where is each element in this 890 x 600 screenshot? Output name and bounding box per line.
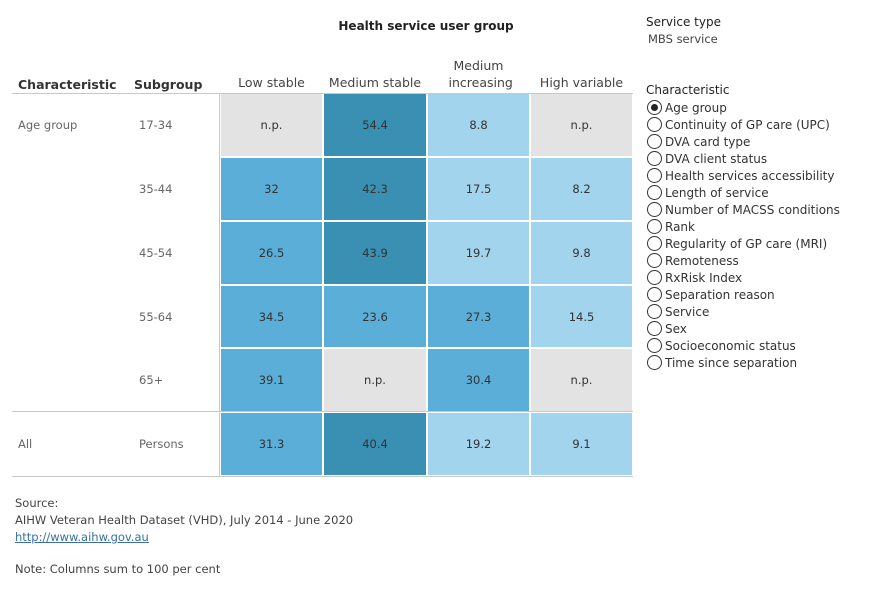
radio-button-icon[interactable] (647, 270, 662, 285)
heatmap-cell[interactable]: 32 (221, 158, 322, 220)
radio-button-icon[interactable] (647, 117, 662, 132)
characteristic-option-label: Sex (665, 321, 687, 336)
radio-button-icon[interactable] (647, 253, 662, 268)
characteristic-option-label: Regularity of GP care (MRI) (665, 236, 828, 251)
row-subgroup: Persons (139, 437, 184, 451)
service-type-label: Service type (646, 15, 721, 29)
characteristic-option[interactable]: Regularity of GP care (MRI) (647, 235, 840, 252)
characteristic-option[interactable]: Continuity of GP care (UPC) (647, 116, 840, 133)
characteristic-option[interactable]: Socioeconomic status (647, 337, 840, 354)
characteristic-option-label: Age group (665, 100, 727, 115)
radio-button-icon[interactable] (647, 219, 662, 234)
chart-title: Health service user group (338, 19, 514, 33)
characteristic-option-label: Length of service (665, 185, 769, 200)
radio-button-icon[interactable] (647, 151, 662, 166)
characteristic-header: Characteristic (18, 77, 117, 92)
grid-line (219, 93, 220, 476)
characteristic-option-label: Time since separation (665, 355, 798, 370)
service-type-value[interactable]: MBS service (648, 32, 718, 46)
row-subgroup: 55-64 (139, 309, 173, 324)
source-link[interactable]: http://www.aihw.gov.au (15, 530, 149, 544)
heatmap-cell[interactable]: 43.9 (324, 222, 426, 284)
subgroup-header: Subgroup (134, 77, 203, 92)
heatmap-cell[interactable]: 27.3 (428, 286, 529, 347)
radio-button-icon[interactable] (647, 185, 662, 200)
heatmap-cell[interactable]: 23.6 (324, 286, 426, 347)
heatmap-cell[interactable]: 42.3 (324, 158, 426, 220)
characteristic-option-label: Number of MACSS conditions (665, 202, 840, 217)
radio-button-icon[interactable] (647, 168, 662, 183)
radio-button-icon[interactable] (647, 202, 662, 217)
heatmap-cell[interactable]: 14.5 (531, 286, 632, 347)
characteristic-option[interactable]: Health services accessibility (647, 167, 840, 184)
source-text: AIHW Veteran Health Dataset (VHD), July … (15, 513, 354, 527)
heatmap-cell[interactable]: 26.5 (221, 222, 322, 284)
characteristic-option[interactable]: Separation reason (647, 286, 840, 303)
heatmap-cell[interactable]: 17.5 (428, 158, 529, 220)
radio-button-icon[interactable] (647, 236, 662, 251)
characteristic-option[interactable]: Length of service (647, 184, 840, 201)
row-subgroup: 65+ (139, 373, 164, 387)
characteristic-option[interactable]: RxRisk Index (647, 269, 840, 286)
radio-button-icon[interactable] (647, 134, 662, 149)
characteristic-option[interactable]: Rank (647, 218, 840, 235)
row-characteristic: Age group (18, 118, 78, 132)
heatmap-cell[interactable]: 54.4 (324, 94, 426, 156)
radio-button-icon[interactable] (647, 355, 662, 370)
source-label: Source: (15, 496, 59, 510)
characteristic-option[interactable]: Sex (647, 320, 840, 337)
heatmap-cell[interactable]: 19.7 (428, 222, 529, 284)
heatmap-cell[interactable]: n.p. (531, 349, 632, 411)
characteristic-option[interactable]: DVA card type (647, 133, 840, 150)
characteristic-option[interactable]: Age group (647, 99, 840, 116)
characteristic-option-label: Continuity of GP care (UPC) (665, 117, 830, 132)
radio-button-icon[interactable] (647, 321, 662, 336)
grid-line (12, 93, 633, 94)
characteristic-option[interactable]: Number of MACSS conditions (647, 201, 840, 218)
radio-button-icon[interactable] (647, 287, 662, 302)
heatmap-cell[interactable]: 9.1 (531, 413, 632, 475)
grid-line (12, 411, 633, 412)
characteristic-option[interactable]: Remoteness (647, 252, 840, 269)
characteristic-option-label: RxRisk Index (665, 270, 743, 285)
characteristic-option[interactable]: Time since separation (647, 354, 840, 371)
radio-button-icon[interactable] (647, 100, 662, 115)
heatmap-cell[interactable]: 40.4 (324, 413, 426, 475)
characteristic-option-label: DVA client status (665, 151, 768, 166)
heatmap-cell[interactable]: 9.8 (531, 222, 632, 284)
heatmap-cell[interactable]: 39.1 (221, 349, 322, 411)
heatmap-cell[interactable]: n.p. (531, 94, 632, 156)
heatmap-cell[interactable]: 8.2 (531, 158, 632, 220)
characteristic-option-label: Rank (665, 219, 695, 234)
characteristic-option-label: Separation reason (665, 287, 775, 302)
characteristic-option-label: Service (665, 304, 710, 319)
radio-button-icon[interactable] (647, 338, 662, 353)
footnote: Note: Columns sum to 100 per cent (15, 562, 221, 576)
row-subgroup: 35-44 (139, 182, 173, 196)
characteristic-option-label: Remoteness (665, 253, 739, 268)
radio-button-icon[interactable] (647, 304, 662, 319)
characteristic-option[interactable]: Service (647, 303, 840, 320)
characteristic-option-label: DVA card type (665, 134, 751, 149)
heatmap-cell[interactable]: 34.5 (221, 286, 322, 347)
heatmap-cell[interactable]: 8.8 (428, 94, 529, 156)
characteristic-filter-label: Characteristic (646, 83, 730, 97)
row-subgroup: 17-34 (139, 118, 173, 132)
column-header: High variable (539, 75, 624, 90)
heatmap-cell[interactable]: n.p. (221, 94, 322, 156)
characteristic-option[interactable]: DVA client status (647, 150, 840, 167)
column-header: Medium stable (328, 75, 422, 90)
heatmap-cell[interactable]: 30.4 (428, 349, 529, 411)
column-header: Medium increasing (448, 58, 513, 90)
characteristic-radio-list: Age group Continuity of GP care (UPC) DVA … (647, 99, 840, 371)
heatmap-cell[interactable]: 31.3 (221, 413, 322, 475)
heatmap-cell[interactable]: n.p. (324, 349, 426, 411)
row-subgroup: 45-54 (139, 246, 173, 260)
characteristic-option-label: Socioeconomic status (665, 338, 796, 353)
row-characteristic: All (18, 437, 33, 451)
characteristic-option-label: Health services accessibility (665, 168, 835, 183)
grid-line (12, 476, 633, 477)
column-header: Low stable (238, 75, 305, 90)
heatmap-cell[interactable]: 19.2 (428, 413, 529, 475)
